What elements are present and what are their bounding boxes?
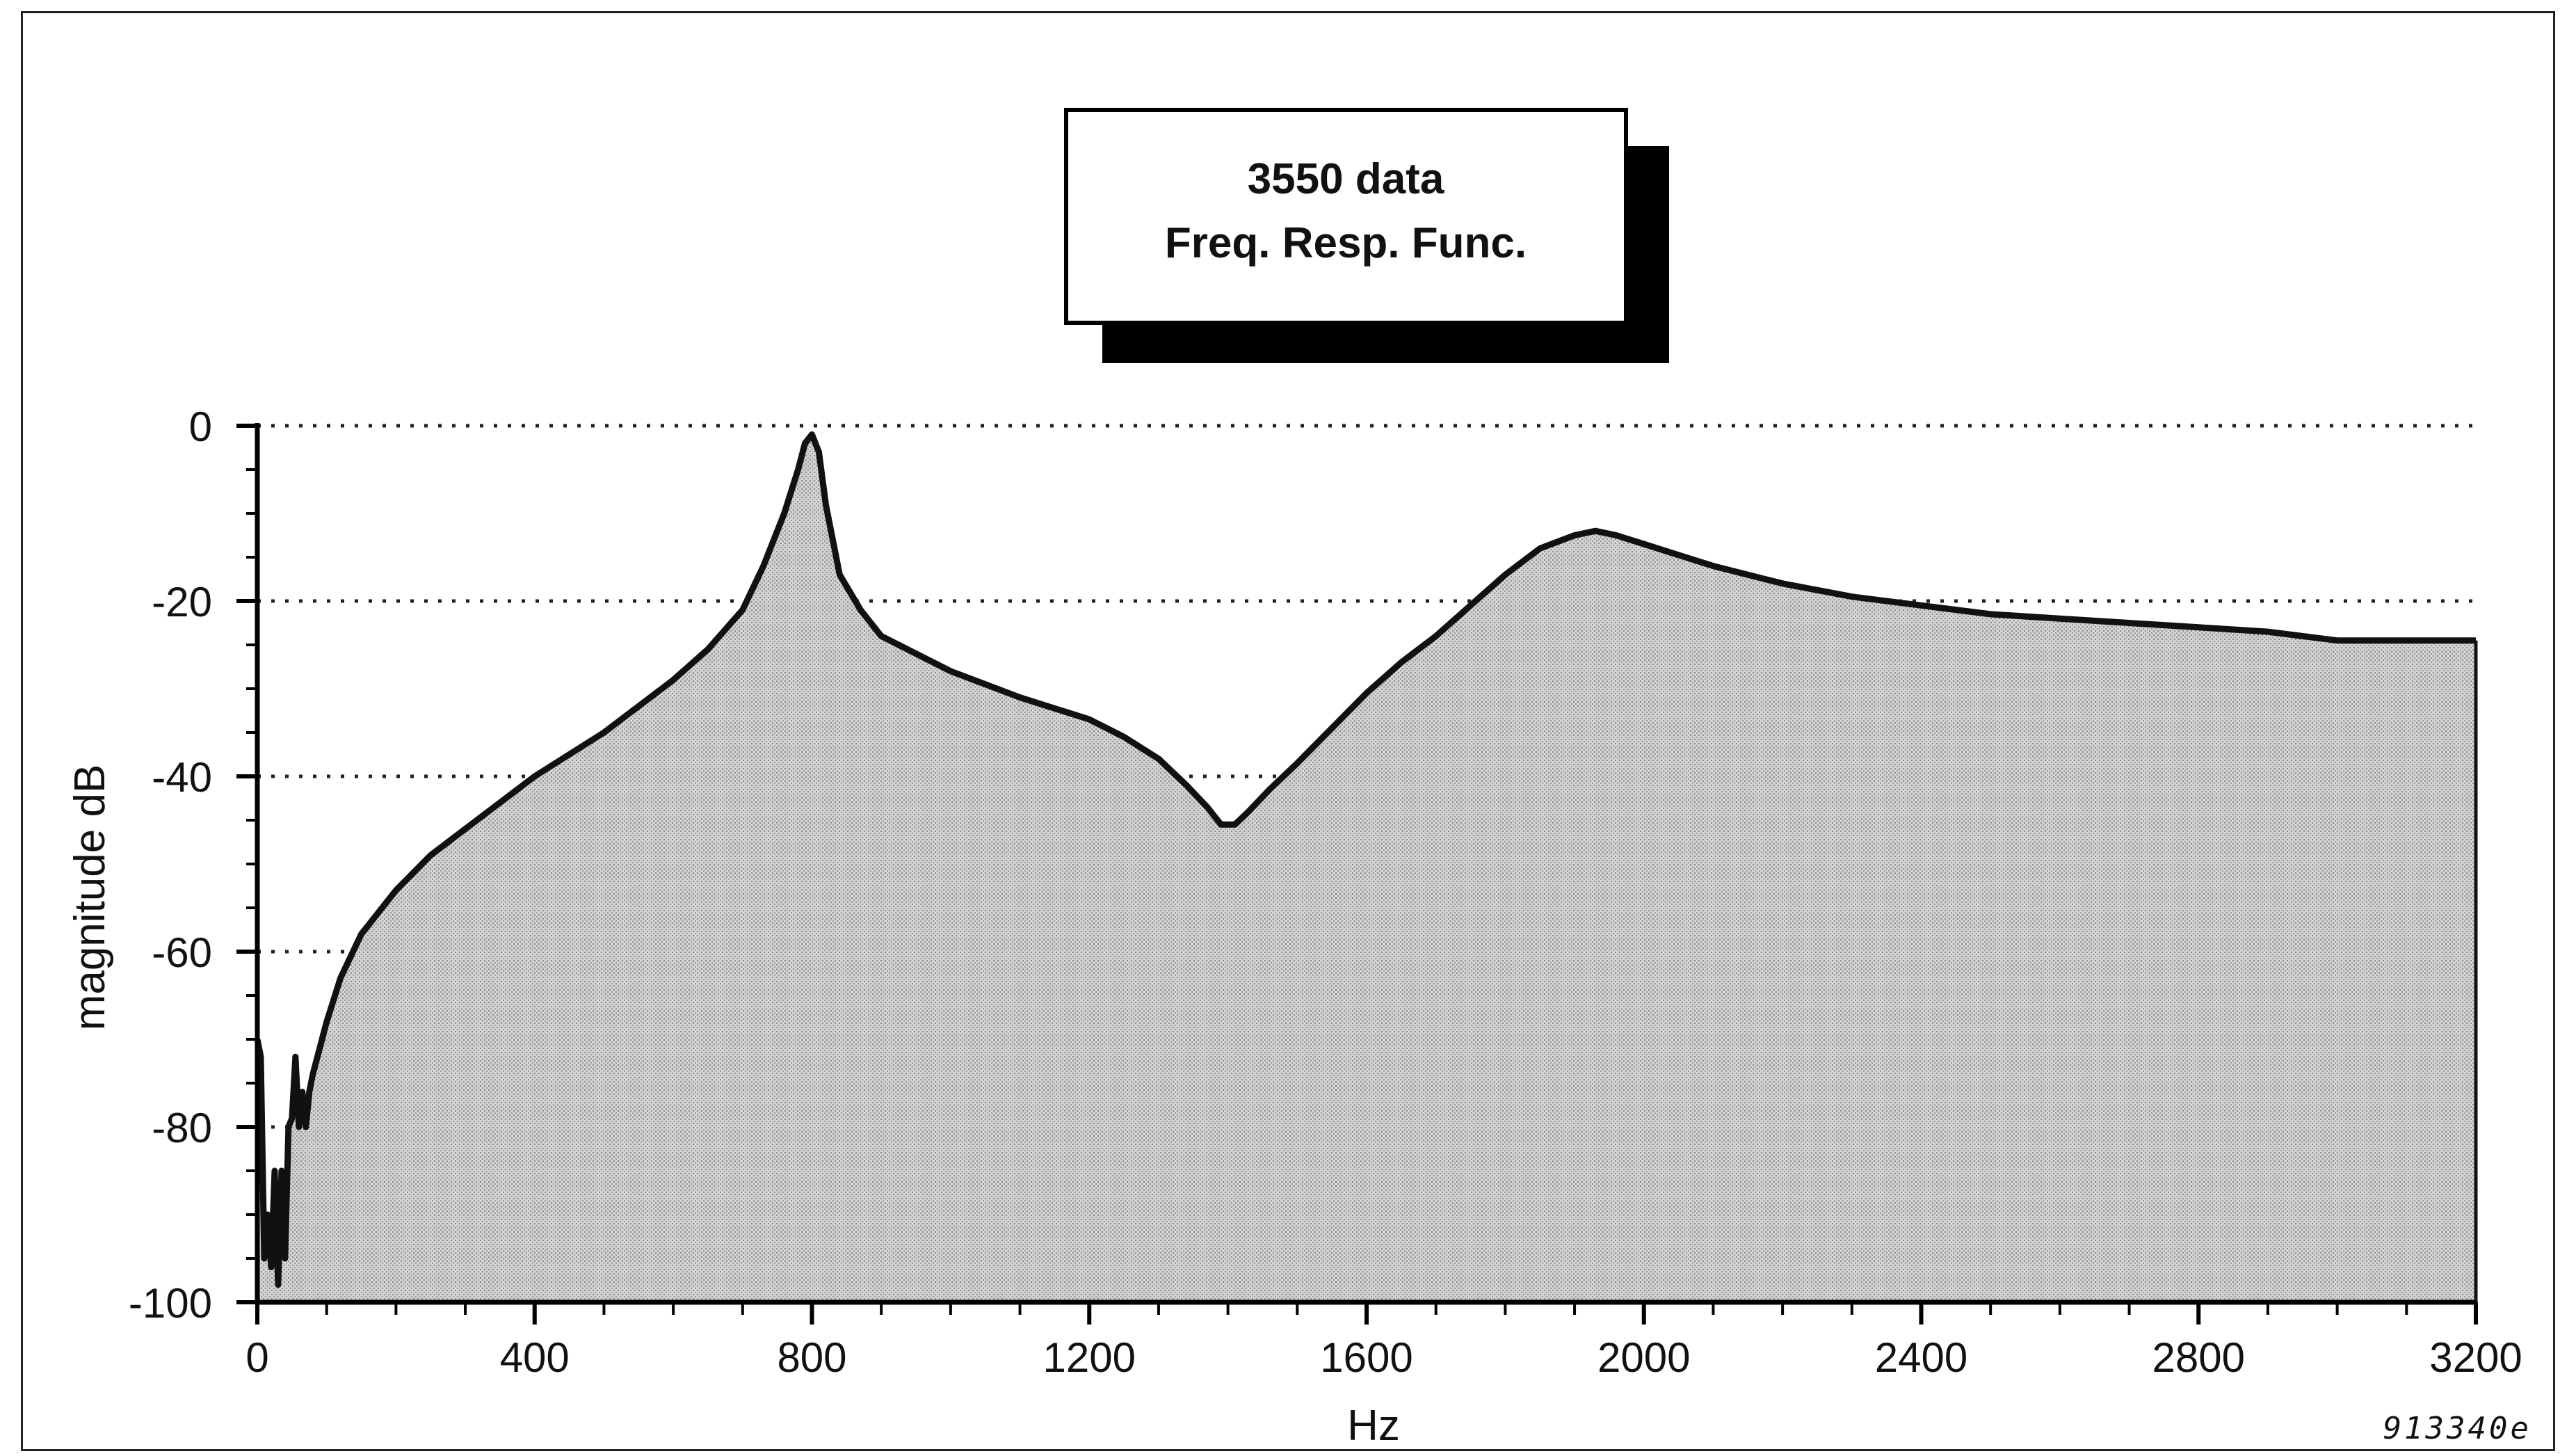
x-tick-label: 2400 xyxy=(1875,1334,1967,1381)
x-tick-label: 400 xyxy=(500,1334,570,1381)
x-tick-label: 800 xyxy=(777,1334,846,1381)
y-tick-label: -100 xyxy=(129,1280,212,1327)
y-axis-title: magnitude dB xyxy=(66,765,114,1031)
axes xyxy=(236,423,2478,1325)
y-tick-label: 0 xyxy=(189,403,212,450)
y-tick-label: -40 xyxy=(152,754,212,801)
x-tick-label: 0 xyxy=(245,1334,268,1381)
response-curve xyxy=(254,431,2476,1288)
chart-title-line-1: 3550 data xyxy=(1248,155,1444,203)
x-tick-label: 2800 xyxy=(2152,1334,2245,1381)
chart-title-line-2: Freq. Resp. Func. xyxy=(1165,219,1527,267)
x-tick-label: 1600 xyxy=(1320,1334,1412,1381)
plot-area xyxy=(254,431,2478,1302)
y-tick-label: -20 xyxy=(152,579,212,625)
title-box-frame xyxy=(1064,108,1628,325)
x-tick-label: 1200 xyxy=(1043,1334,1136,1381)
x-axis-title: Hz xyxy=(1347,1402,1400,1450)
y-tick-label: -80 xyxy=(152,1105,212,1151)
tick-labels: 0 400 800 1200 1600 2000 2400 2800 3200 0 -20 -40 -6… xyxy=(129,403,2522,1381)
response-area-fill xyxy=(257,434,2476,1302)
title-box: 3550 data Freq. Resp. Func. xyxy=(1064,108,1669,363)
y-tick-label: -60 xyxy=(152,929,212,976)
x-tick-label: 2000 xyxy=(1597,1334,1690,1381)
x-tick-label: 3200 xyxy=(2429,1334,2522,1381)
figure-code: 913340e xyxy=(2383,1411,2531,1446)
